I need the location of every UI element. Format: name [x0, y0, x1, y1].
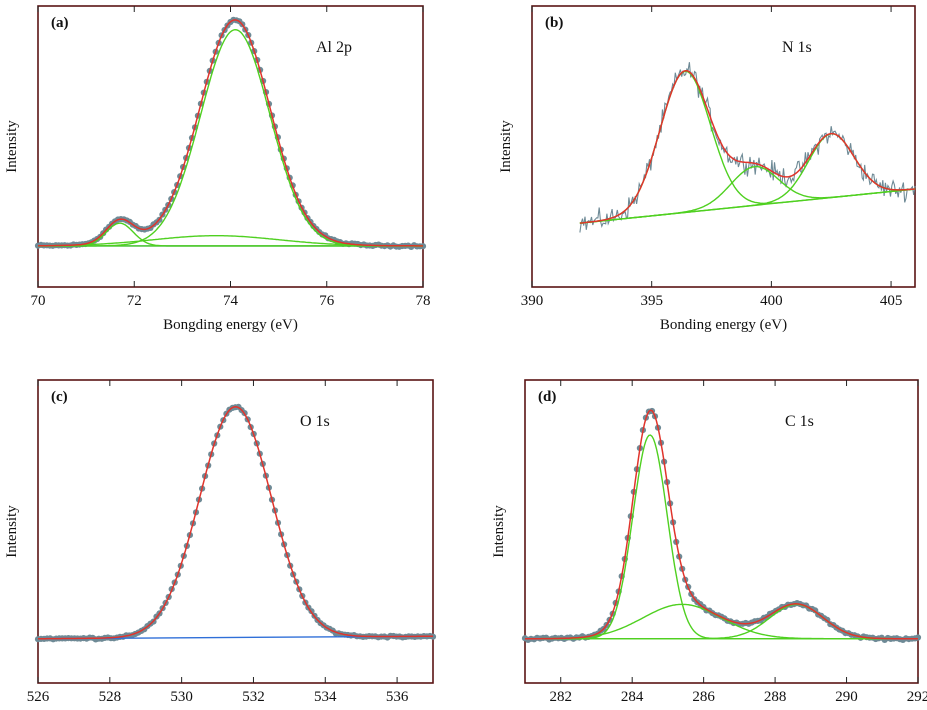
panel-label: (b) [545, 15, 563, 31]
x-tick-label: 286 [692, 689, 715, 705]
x-tick-label: 530 [170, 689, 193, 705]
x-tick-label: 534 [314, 689, 337, 705]
x-tick-label: 526 [27, 689, 50, 705]
panel-d: 282284286288290292Bonding energy (eV)Int… [491, 379, 927, 705]
envelope-fit [38, 406, 434, 640]
data-point [914, 634, 922, 641]
x-tick-label: 405 [880, 293, 903, 309]
x-axis-label: Bongding energy (eV) [163, 317, 298, 333]
y-axis-label: Intensity [4, 120, 20, 173]
peak-annotation: O 1s [300, 413, 330, 430]
envelope-fit [525, 409, 918, 640]
x-tick-label: 400 [760, 293, 783, 309]
x-tick-label: 532 [242, 689, 265, 705]
x-tick-label: 292 [907, 689, 927, 705]
x-tick-label: 74 [223, 293, 239, 309]
x-tick-label: 70 [31, 293, 46, 309]
x-tick-label: 536 [386, 689, 409, 705]
x-tick-label: 282 [549, 689, 572, 705]
x-tick-label: 72 [127, 293, 142, 309]
x-tick-label: 290 [835, 689, 858, 705]
x-tick-label: 528 [99, 689, 122, 705]
panel-a: 70 72 74 76 78 Bongding energy (eV) Intensity (… [4, 5, 431, 333]
panel-b: 390 395 400 405 Bonding energy (eV) Intensity… [498, 5, 916, 333]
y-axis-label: Intensity [491, 505, 507, 558]
envelope-fit [38, 19, 423, 247]
y-axis-label: Intensity [4, 505, 20, 558]
y-axis-label: Intensity [498, 120, 514, 173]
x-tick-label: 288 [764, 689, 787, 705]
x-tick-label: 78 [416, 293, 431, 309]
x-tick-label: 395 [640, 293, 663, 309]
x-axis-label: Bonding energy (eV) [660, 317, 787, 333]
measured-spectrum [579, 62, 916, 233]
panel-label: (a) [51, 15, 69, 31]
plot-frame [37, 379, 434, 684]
x-tick-label: 76 [319, 293, 335, 309]
x-tick-label: 284 [621, 689, 644, 705]
baseline-fit [579, 188, 916, 224]
panel-label: (c) [51, 389, 68, 405]
panel-c: 526528530532534536Bonding energy (eV)Int… [4, 379, 437, 705]
plot-frame [37, 5, 424, 288]
peak-annotation: Al 2p [316, 39, 352, 56]
envelope-fit [579, 69, 916, 224]
panel-label: (d) [538, 389, 556, 405]
peak-annotation: C 1s [785, 413, 814, 430]
peak-annotation: N 1s [782, 39, 812, 56]
x-tick-label: 390 [521, 293, 544, 309]
